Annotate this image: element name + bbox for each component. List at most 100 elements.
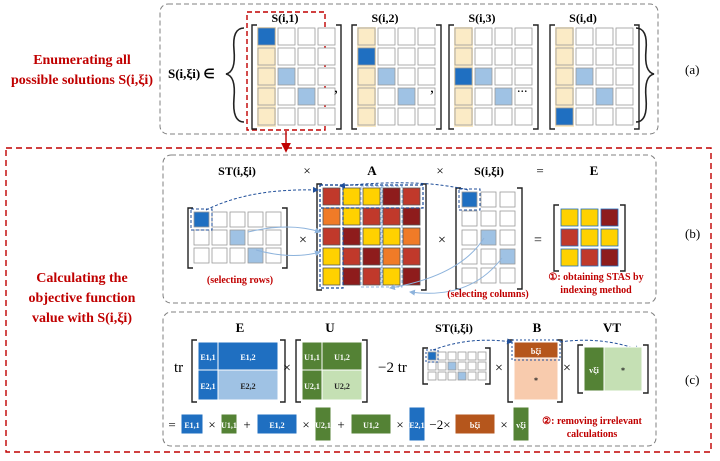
- minus-trace-symbol: −2 tr: [378, 360, 407, 376]
- eq-term-label: E1,2: [269, 421, 284, 430]
- matrix-a-cell: [317, 47, 336, 66]
- matrix-a-cell: [317, 67, 336, 86]
- header-c-v: VT: [603, 320, 621, 335]
- c-b-rest-label: *: [534, 376, 538, 385]
- note-indexing-line1: ①: obtaining STAS by: [548, 272, 643, 283]
- eq-op: ×: [500, 417, 507, 432]
- matrix-a-cell: [494, 87, 513, 106]
- c-st-bracket-right: [485, 347, 491, 385]
- a-cell: [342, 227, 361, 246]
- eq-term-label: E1,1: [184, 421, 199, 430]
- st-cell: [211, 229, 228, 246]
- eq-op: ×: [396, 417, 403, 432]
- header-c-st: ST(i,ξi): [435, 321, 473, 335]
- eq-term-label: U1,1: [221, 421, 237, 430]
- matrix-a-cell: [615, 67, 634, 86]
- st-cell: [193, 229, 210, 246]
- note-remove-line2: calculations: [567, 429, 618, 440]
- note-indexing-line2: indexing method: [560, 285, 632, 296]
- matrix-a-cell: [317, 107, 336, 126]
- a-cell: [362, 267, 381, 286]
- header-c-u: U: [325, 320, 335, 335]
- a-cell: [402, 207, 421, 226]
- c-st-selected-box: [425, 349, 439, 363]
- matrix-a-cell: [595, 47, 614, 66]
- matrix-a-cell: [595, 87, 614, 106]
- a-cell: [382, 247, 401, 266]
- c-u-bracket-right: [362, 339, 368, 403]
- e-cell: [580, 248, 599, 267]
- a-cell: [362, 207, 381, 226]
- matrix-a-cell: [277, 67, 296, 86]
- matrix-a-cell: [377, 87, 396, 106]
- s-cell: [461, 191, 478, 208]
- matrix-a-cell: [595, 107, 614, 126]
- e-cell: [600, 248, 619, 267]
- matrix-a-cell: [357, 67, 376, 86]
- matrix-a-cell: [277, 87, 296, 106]
- matrix-title-3: S(i,3): [469, 11, 496, 25]
- c-e-bracket-left: [191, 339, 197, 403]
- a-cell: [402, 247, 421, 266]
- c-u-12-label: U1,2: [334, 353, 350, 362]
- arrow-col-select: [339, 182, 469, 191]
- st-cell: [265, 229, 282, 246]
- a-cell: [322, 187, 341, 206]
- arrow-row-select: [205, 186, 319, 211]
- a-cell: [362, 187, 381, 206]
- op-c-times-3: ×: [563, 361, 571, 376]
- c-st-cell: [477, 361, 487, 371]
- matrix-a-cell: [454, 27, 473, 46]
- s-cell: [480, 191, 497, 208]
- a-cell: [382, 267, 401, 286]
- panel-b-left-line3: value with S(i,ξi): [32, 311, 132, 326]
- eq-term: [454, 413, 496, 435]
- arrow-col-select-3: [409, 257, 503, 296]
- matrix-a-cell: [297, 27, 316, 46]
- header-times-1: ×: [303, 163, 310, 178]
- separator-1: ,: [334, 79, 338, 96]
- matrix-a-cell: [514, 107, 533, 126]
- matrix-a-cell: [615, 27, 634, 46]
- matrix-a-cell: [454, 47, 473, 66]
- st-cell: [193, 211, 210, 228]
- s-cell: [499, 248, 516, 265]
- note-remove-line1: ②: removing irrelevant: [542, 416, 642, 427]
- eq-term: [512, 406, 530, 442]
- matrix-a-cell: [297, 107, 316, 126]
- matrix-a-bracket-right: [533, 24, 539, 130]
- c-e-22-label: E2,2: [240, 382, 255, 391]
- matrix-a-cell: [417, 67, 436, 86]
- matrix-a-cell: [595, 27, 614, 46]
- st-bracket-left: [187, 207, 193, 269]
- c-b-top-label: bξi: [531, 347, 542, 356]
- a-selected-col-2: [360, 185, 383, 288]
- c-st-cell: [467, 351, 477, 361]
- a-cell: [342, 267, 361, 286]
- c-u-11-label: U1,1: [304, 353, 320, 362]
- e-cell: [580, 208, 599, 227]
- matrix-a-cell: [454, 87, 473, 106]
- matrix-a-cell: [397, 107, 416, 126]
- op-equals: =: [534, 233, 542, 248]
- c-u-22-label: U2,2: [334, 382, 350, 391]
- eq-op: ×: [208, 417, 215, 432]
- matrix-a-cell: [397, 87, 416, 106]
- matrix-a-cell: [555, 67, 574, 86]
- c-e-22: [217, 369, 279, 401]
- eq-term: [350, 413, 392, 435]
- e-bracket-left: [553, 204, 559, 272]
- matrix-title-2: S(i,2): [372, 11, 399, 25]
- header-c-b: B: [533, 320, 542, 335]
- s-cell: [480, 229, 497, 246]
- panel-a-left-line2: possible solutions S(i,ξi): [11, 73, 153, 88]
- matrix-a-cell: [357, 27, 376, 46]
- matrix-a-cell: [474, 107, 493, 126]
- matrix-a-cell: [615, 47, 634, 66]
- s-cell: [480, 210, 497, 227]
- s-cell: [499, 267, 516, 284]
- a-cell: [402, 227, 421, 246]
- c-st-cell: [437, 361, 447, 371]
- note-selecting-columns: (selecting columns): [447, 289, 528, 300]
- arrow-row-select-2: [247, 226, 321, 234]
